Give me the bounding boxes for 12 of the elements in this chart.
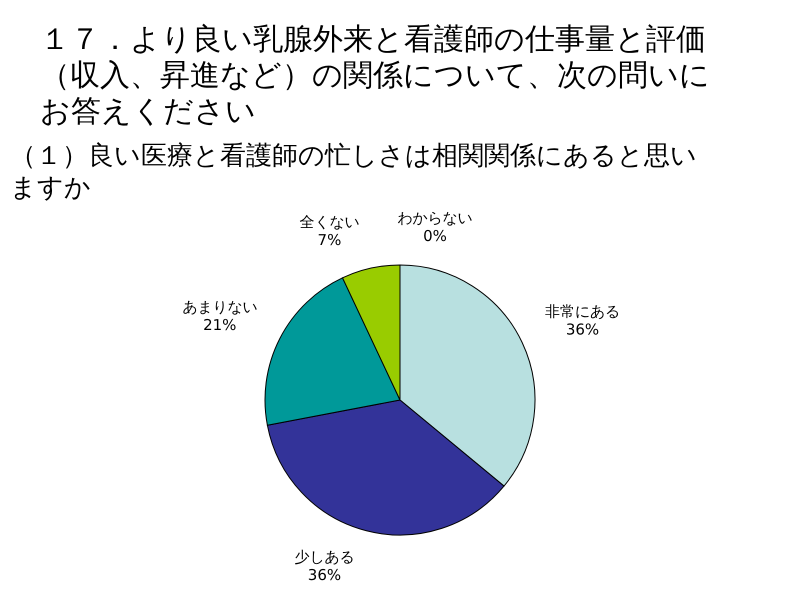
- chart-subtitle: （１）良い医療と看護師の忙しさは相関関係にあると思いますか: [10, 140, 698, 204]
- data-label: 7%: [318, 230, 342, 249]
- slice-label: あまりない: [182, 298, 258, 316]
- data-label: 36%: [566, 320, 600, 339]
- category-label: わからない: [398, 209, 472, 227]
- data-label: 21%: [203, 316, 236, 334]
- data-label: 36%: [308, 566, 342, 584]
- text: 0%: [423, 227, 447, 245]
- slice-label: 少しある: [294, 548, 354, 566]
- slice-label: 非常にある: [544, 302, 620, 321]
- chart-title: １７．より良い乳腺外来と看護師の仕事量と評価（収入、昇進など）の関係について、次の問いにお答えください: [40, 22, 711, 130]
- slice-label: 全くない: [299, 212, 360, 231]
